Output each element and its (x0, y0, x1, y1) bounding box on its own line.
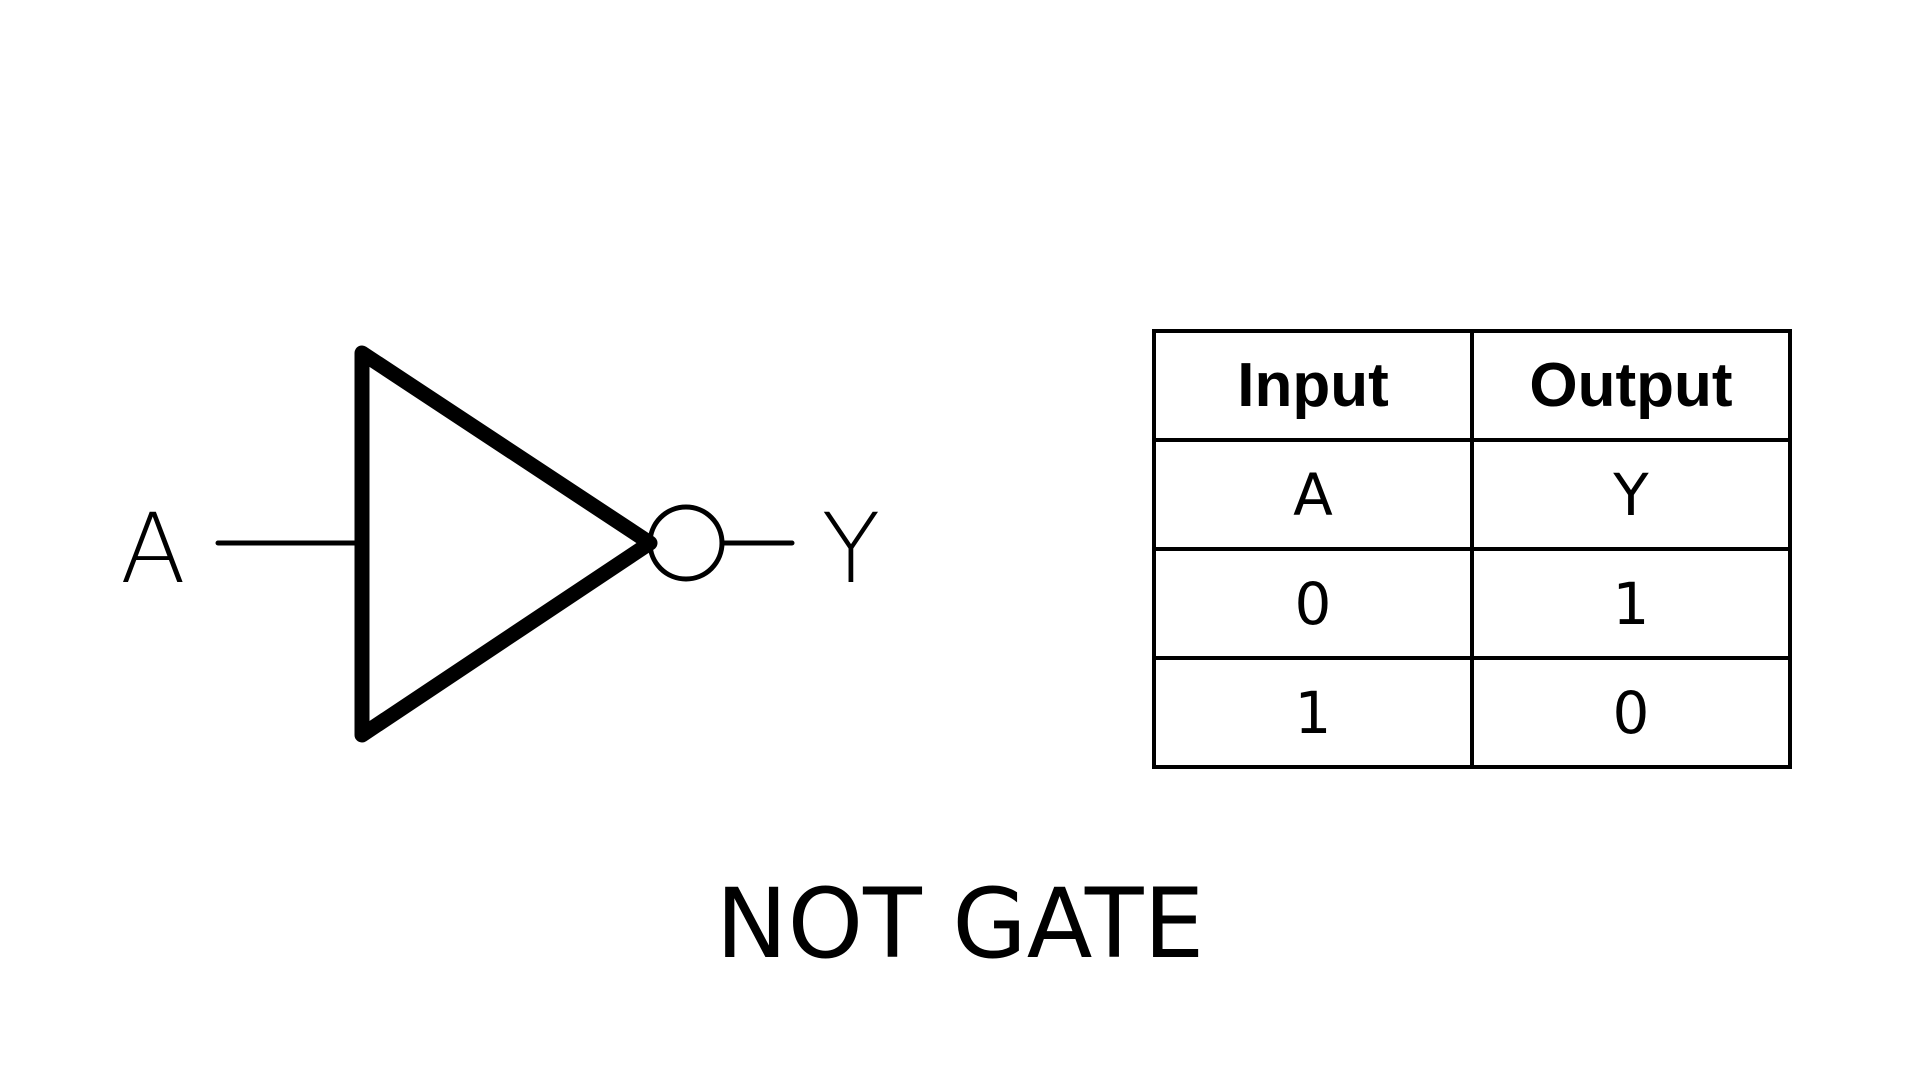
header-output: Output (1470, 329, 1792, 442)
table-cell: 1 (1470, 547, 1792, 660)
input-label: A (120, 493, 186, 605)
output-label: Y (822, 493, 881, 605)
table-cell: 0 (1470, 656, 1792, 769)
table-row: A Y (1152, 438, 1792, 551)
table-header-row: Input Output (1152, 329, 1792, 442)
table-cell: 0 (1152, 547, 1474, 660)
table-cell: Y (1470, 438, 1792, 551)
truth-table: Input Output A Y 0 1 1 0 (1152, 329, 1792, 769)
header-input: Input (1152, 329, 1474, 442)
table-row: 1 0 (1152, 656, 1792, 769)
diagram-title: NOT GATE (715, 868, 1205, 980)
table-cell: A (1152, 438, 1474, 551)
table-row: 0 1 (1152, 547, 1792, 660)
buffer-triangle (354, 345, 658, 743)
table-cell: 1 (1152, 656, 1474, 769)
inversion-bubble (647, 504, 725, 582)
